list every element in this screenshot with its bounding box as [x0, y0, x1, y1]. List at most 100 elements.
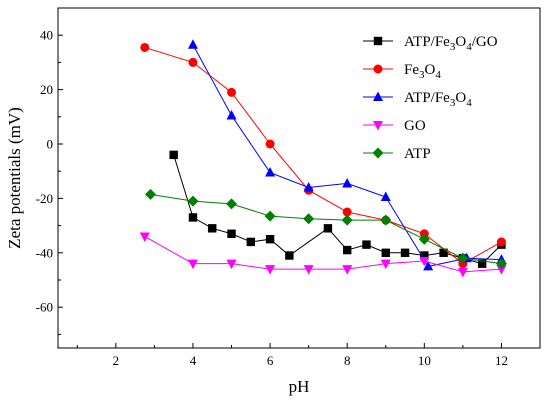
legend-subscript: 3 — [450, 41, 456, 53]
legend-text-part: ATP/Fe — [404, 34, 450, 50]
data-point — [246, 237, 255, 247]
data-point — [139, 232, 150, 242]
y-tick-label: 0 — [47, 137, 54, 152]
data-point — [477, 259, 487, 268]
data-point — [400, 248, 410, 257]
x-tick-label: 8 — [344, 353, 351, 368]
legend-item: GO — [363, 118, 426, 134]
data-point — [140, 42, 150, 52]
data-point — [423, 260, 434, 271]
data-point — [187, 195, 199, 207]
x-axis: 2 4 6 8 10 12 — [76, 343, 508, 368]
data-point — [303, 182, 314, 192]
y-tick-label: 20 — [40, 82, 53, 97]
legend-text-part: /GO — [472, 34, 498, 50]
legend-subscript: 4 — [466, 97, 472, 109]
legend-item: ATP/Fe3O4 — [363, 90, 472, 109]
y-tick-label: -60 — [36, 300, 53, 315]
legend-subscript: 3 — [419, 69, 425, 81]
legend-marker — [373, 91, 383, 101]
data-point — [420, 251, 429, 260]
data-point — [496, 237, 506, 247]
data-point — [439, 248, 448, 257]
series-0 — [169, 150, 506, 268]
data-point — [381, 248, 390, 257]
data-point — [495, 258, 507, 270]
data-point — [265, 235, 275, 244]
legend-text-part: O — [455, 34, 466, 50]
series-line — [192, 44, 502, 267]
legend-item: ATP — [363, 146, 431, 162]
legend-marker — [373, 36, 383, 46]
data-point — [341, 214, 353, 226]
data-point — [265, 167, 276, 177]
legend-text-part: O — [455, 90, 466, 106]
legend-item: ATP/Fe3O4/GO — [363, 34, 498, 53]
x-tick-label: 6 — [267, 353, 274, 368]
y-axis-title: Zeta potentials (mV) — [5, 107, 24, 249]
legend-text-part: O — [425, 62, 436, 78]
x-tick-label: 10 — [418, 353, 431, 368]
legend-text-part: ATP/Fe — [404, 90, 450, 106]
data-point — [187, 39, 198, 49]
data-point — [265, 265, 276, 275]
data-point — [265, 139, 275, 149]
y-tick-label: 40 — [40, 28, 53, 43]
data-point — [145, 188, 157, 200]
data-point — [380, 191, 391, 202]
data-point — [343, 245, 352, 255]
y-axis: -60 -40 -20 0 20 40 — [36, 28, 63, 335]
series-4 — [145, 188, 507, 270]
legend-label: ATP — [404, 146, 431, 162]
data-point — [362, 240, 371, 249]
legend-marker — [373, 64, 383, 74]
legend-label: GO — [404, 118, 426, 134]
data-point — [419, 256, 430, 267]
legend-subscript: 4 — [435, 69, 441, 81]
data-point — [323, 224, 333, 233]
data-point — [169, 150, 178, 160]
series-3 — [139, 232, 507, 278]
data-point — [285, 251, 294, 260]
plot-frame — [57, 7, 541, 349]
legend-subscript: 3 — [450, 97, 456, 109]
data-point — [188, 57, 198, 67]
legend-label: ATP/Fe3O4/GO — [404, 34, 498, 53]
data-point — [418, 233, 430, 245]
data-point — [380, 259, 391, 270]
data-point — [227, 87, 237, 97]
data-point — [303, 213, 315, 225]
data-point — [342, 177, 353, 188]
x-axis-title: pH — [289, 377, 310, 396]
data-point — [187, 259, 198, 270]
series-layer — [139, 39, 507, 278]
series-1 — [140, 42, 506, 269]
data-point — [496, 265, 507, 275]
x-tick-label: 12 — [495, 353, 508, 368]
legend-text-part: GO — [404, 118, 426, 134]
data-point — [457, 252, 469, 264]
series-line — [150, 193, 502, 265]
data-point — [303, 265, 314, 275]
data-point — [342, 265, 353, 275]
legend-marker — [373, 121, 383, 131]
data-point — [380, 214, 392, 226]
series-line — [173, 154, 502, 265]
data-point — [457, 267, 468, 278]
data-point — [208, 224, 217, 233]
series-line — [144, 236, 502, 273]
legend-subscript: 4 — [466, 41, 472, 53]
data-point — [226, 198, 238, 210]
legend-label: Fe3O4 — [404, 62, 441, 81]
legend-item: Fe3O4 — [363, 62, 441, 81]
data-point — [227, 229, 236, 238]
legend-text-part: Fe — [404, 62, 419, 78]
y-tick-label: -20 — [36, 191, 53, 206]
data-point — [226, 109, 237, 120]
data-point — [188, 213, 198, 222]
x-tick-label: 2 — [113, 353, 120, 368]
data-point — [264, 210, 276, 222]
legend-label: ATP/Fe3O4 — [404, 90, 472, 109]
